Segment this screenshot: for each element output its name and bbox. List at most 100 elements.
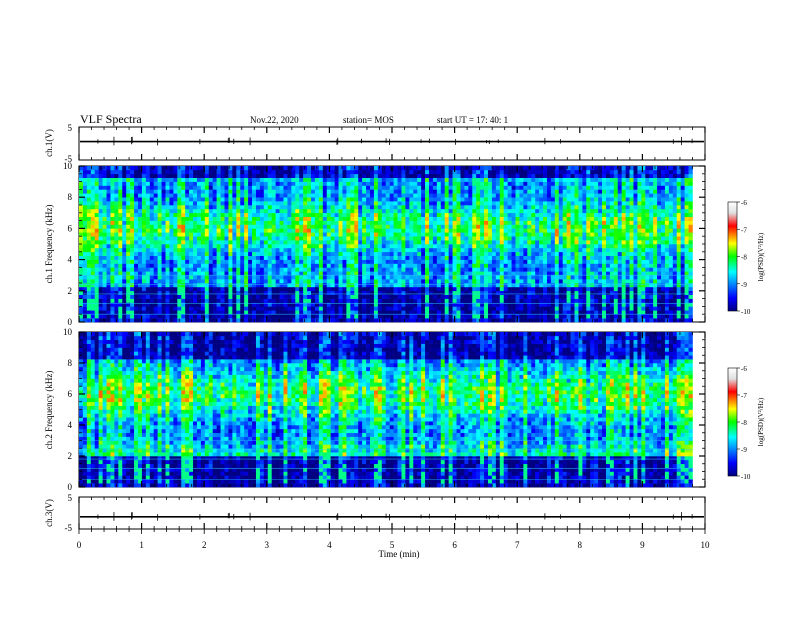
spectrogram-cell <box>276 197 280 201</box>
spectrogram-cell <box>126 186 130 190</box>
spectrogram-cell <box>362 256 366 260</box>
spectrogram-cell <box>264 201 268 205</box>
spectrogram-cell <box>476 256 480 260</box>
spectrogram-cell <box>299 271 303 275</box>
spectrogram-cell <box>433 271 437 275</box>
spectrogram-cell <box>138 264 142 268</box>
spectrogram-cell <box>158 283 162 287</box>
spectrogram-cell <box>512 221 516 225</box>
spectrogram-cell <box>236 209 240 213</box>
spectrogram-cell <box>445 186 449 190</box>
spectrogram-cell <box>378 186 382 190</box>
spectrogram-cell <box>421 275 425 279</box>
spectrogram-cell <box>122 256 126 260</box>
spectrogram-cell <box>107 283 111 287</box>
spectrogram-cell <box>382 236 386 240</box>
spectrogram-cell <box>118 174 122 178</box>
spectrogram-cell <box>488 260 492 264</box>
spectrogram-cell <box>386 291 390 295</box>
spectrogram-cell <box>539 283 543 287</box>
spectrogram-cell <box>437 264 441 268</box>
spectrogram-cell <box>158 306 162 310</box>
spectrogram-cell <box>303 295 307 299</box>
spectrogram-cell <box>331 217 335 221</box>
spectrogram-cell <box>150 236 154 240</box>
spectrogram-cell <box>519 260 523 264</box>
spectrogram-cell <box>374 197 378 201</box>
spectrogram-cell <box>177 306 181 310</box>
spectrogram-cell <box>114 197 118 201</box>
spectrogram-cell <box>496 295 500 299</box>
spectrogram-cell <box>315 228 319 232</box>
spectrogram-cell <box>244 170 248 174</box>
spectrogram-cell <box>386 193 390 197</box>
spectrogram-cell <box>398 244 402 248</box>
spectrogram-cell <box>390 248 394 252</box>
spectrogram-cell <box>169 314 173 318</box>
spectrogram-cell <box>213 287 217 291</box>
spectrogram-cell <box>370 209 374 213</box>
spectrogram-cell <box>457 314 461 318</box>
spectrogram-cell <box>484 228 488 232</box>
spectrogram-cell <box>122 264 126 268</box>
spectrogram-cell <box>295 236 299 240</box>
spectrogram-cell <box>103 170 107 174</box>
spectrogram-cell <box>299 225 303 229</box>
spectrogram-cell <box>512 279 516 283</box>
spectrogram-cell <box>362 178 366 182</box>
spectrogram-cell <box>527 275 531 279</box>
spectrogram-cell <box>107 310 111 314</box>
spectrogram-cell <box>193 228 197 232</box>
spectrogram-cell <box>496 205 500 209</box>
spectrogram-cell <box>122 306 126 310</box>
spectrogram-cell <box>425 291 429 295</box>
spectrogram-cell <box>268 314 272 318</box>
spectrogram-cell <box>409 314 413 318</box>
spectrogram-cell <box>166 225 170 229</box>
spectrogram-cell <box>256 186 260 190</box>
spectrogram-cell <box>437 310 441 314</box>
spectrogram-cell <box>138 174 142 178</box>
spectrogram-cell <box>449 287 453 291</box>
spectrogram-cell <box>166 279 170 283</box>
spectrogram-cell <box>543 256 547 260</box>
spectrogram-cell <box>496 213 500 217</box>
spectrogram-cell <box>166 201 170 205</box>
spectrogram-cell <box>146 314 150 318</box>
spectrogram-cell <box>83 182 87 186</box>
spectrogram-cell <box>453 221 457 225</box>
spectrogram-cell <box>181 256 185 260</box>
spectrogram-cell <box>468 166 472 170</box>
spectrogram-cell <box>429 256 433 260</box>
spectrogram-cell <box>287 209 291 213</box>
spectrogram-cell <box>464 248 468 252</box>
spectrogram-cell <box>79 260 83 264</box>
spectrogram-cell <box>327 279 331 283</box>
spectrogram-cell <box>126 189 130 193</box>
spectrogram-cell <box>374 275 378 279</box>
spectrogram-cell <box>99 256 103 260</box>
spectrogram-cell <box>307 271 311 275</box>
spectrogram-cell <box>244 279 248 283</box>
spectrogram-cell <box>531 314 535 318</box>
spectrogram-cell <box>413 232 417 236</box>
spectrogram-cell <box>323 170 327 174</box>
spectrogram-cell <box>146 279 150 283</box>
spectrogram-cell <box>280 213 284 217</box>
spectrogram-cell <box>409 306 413 310</box>
spectrogram-cell <box>295 283 299 287</box>
spectrogram-cell <box>268 217 272 221</box>
spectrogram-cell <box>519 267 523 271</box>
spectrogram-cell <box>547 275 551 279</box>
spectrogram-cell <box>134 236 138 240</box>
spectrogram-cell <box>303 174 307 178</box>
spectrogram-cell <box>181 318 185 322</box>
spectrogram-cell <box>398 225 402 229</box>
spectrogram-cell <box>445 299 449 303</box>
spectrogram-cell <box>417 260 421 264</box>
spectrogram-cell <box>209 205 213 209</box>
spectrogram-cell <box>221 271 225 275</box>
spectrogram-cell <box>276 186 280 190</box>
spectrogram-cell <box>236 267 240 271</box>
spectrogram-cell <box>523 205 527 209</box>
